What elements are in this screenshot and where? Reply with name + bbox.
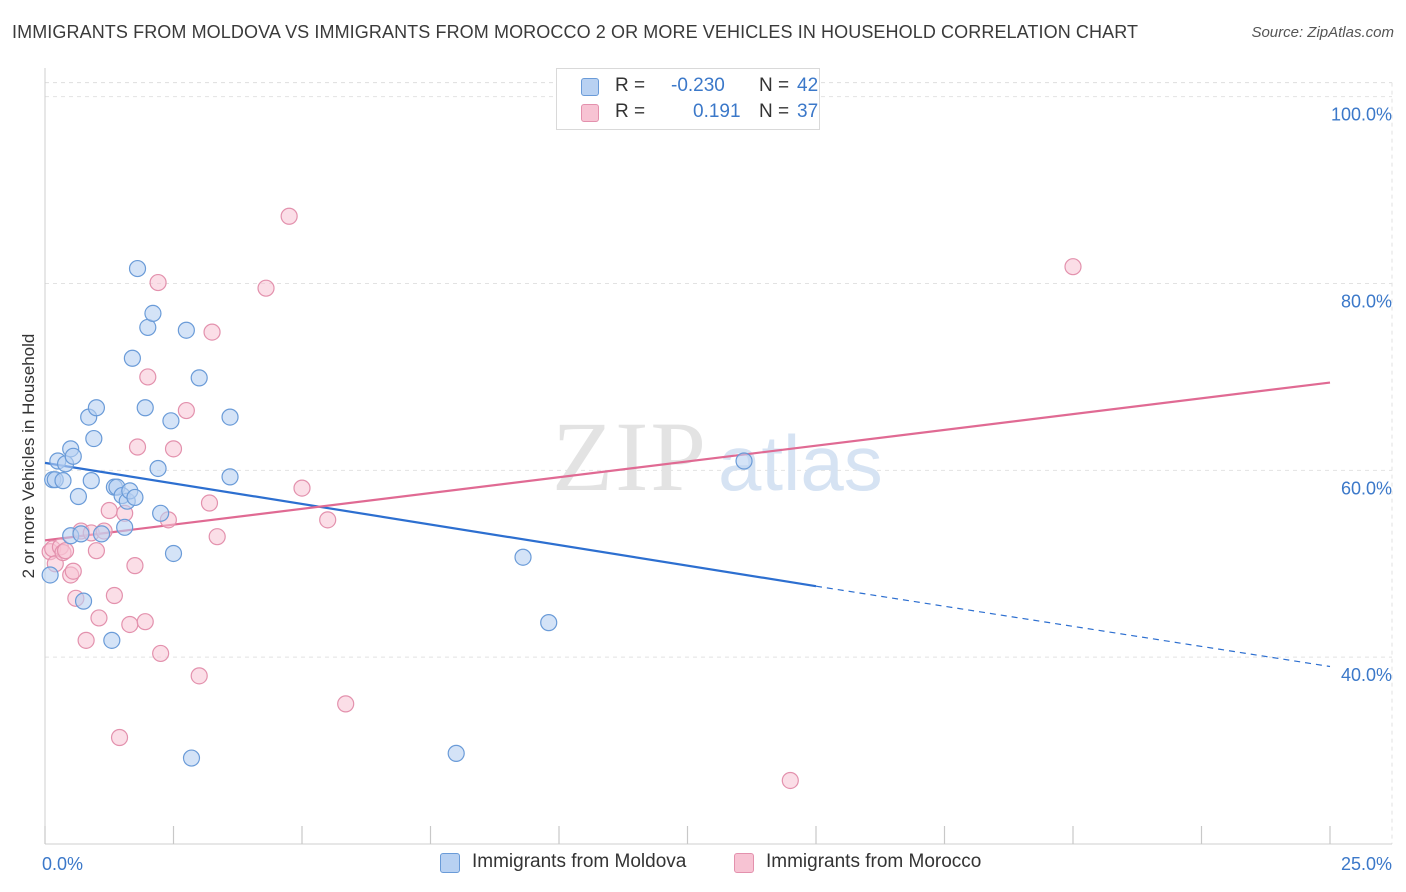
y-tick-label: 100.0% [1331, 105, 1392, 125]
morocco-point [1064, 258, 1082, 276]
moldova-point [128, 259, 147, 278]
y-tick-label: 40.0% [1341, 665, 1392, 685]
moldova-trend-line [44, 461, 817, 588]
moldova-point [92, 525, 111, 543]
moldova-point [136, 399, 154, 417]
y-axis-label: 2 or more Vehicles in Household [19, 334, 38, 579]
morocco-point [90, 609, 108, 627]
morocco-point [105, 586, 123, 605]
axes [44, 68, 1392, 845]
legend-n-label: N = [759, 101, 790, 122]
morocco-point [319, 511, 337, 529]
moldova-points [41, 259, 753, 767]
x-tick-label: 0.0% [42, 854, 83, 874]
morocco-swatch [734, 853, 754, 873]
morocco-points [41, 207, 1082, 790]
morocco-point [139, 368, 157, 386]
moldova-point [162, 412, 180, 430]
morocco-point [77, 631, 95, 649]
y-tick-label: 60.0% [1341, 478, 1392, 498]
legend-r-value: -0.230 [671, 75, 725, 96]
morocco-point [121, 615, 139, 634]
moldova-point [447, 744, 465, 762]
moldova-point [514, 548, 532, 566]
morocco-point [56, 542, 75, 560]
morocco-swatch [581, 104, 599, 122]
moldova-point [69, 487, 88, 506]
morocco-point [203, 323, 221, 341]
moldova-point [149, 459, 167, 478]
moldova-point [152, 504, 170, 522]
morocco-point [280, 207, 298, 225]
moldova-point [177, 321, 195, 339]
morocco-point [149, 273, 167, 292]
moldova-point [182, 749, 201, 767]
legend-label-morocco: Immigrants from Morocco [766, 851, 982, 872]
moldova-point [735, 452, 753, 470]
x-tick-label: 25.0% [1341, 854, 1392, 874]
morocco-point [87, 542, 106, 560]
watermark: ZIP atlas [552, 401, 883, 512]
x-tick-labels: 0.0% 25.0% [42, 854, 1392, 874]
morocco-point [293, 479, 311, 497]
legend-r-label: R = [615, 101, 646, 122]
moldova-point [123, 349, 141, 367]
moldova-swatch [581, 78, 599, 96]
source-credit: Source: ZipAtlas.com [1251, 24, 1394, 41]
legend-label-moldova: Immigrants from Moldova [472, 851, 687, 872]
moldova-point [103, 631, 121, 649]
chart-title: IMMIGRANTS FROM MOLDOVA VS IMMIGRANTS FR… [12, 22, 1139, 42]
moldova-point [72, 525, 90, 543]
moldova-point [85, 429, 103, 448]
morocco-point [337, 695, 355, 713]
moldova-point [54, 472, 72, 490]
morocco-point [257, 279, 275, 297]
moldova-point [87, 399, 106, 417]
morocco-point [190, 667, 208, 685]
legend-n-label: N = [759, 75, 790, 96]
moldova-point [82, 472, 100, 490]
watermark-zip: ZIP [552, 401, 708, 512]
trend-lines [44, 381, 1331, 668]
morocco-point [110, 728, 129, 747]
moldova-point [64, 447, 82, 465]
morocco-trend-line [44, 381, 1331, 542]
morocco-point [136, 613, 154, 631]
morocco-point [100, 501, 118, 520]
moldova-point [221, 468, 239, 486]
moldova-point [190, 369, 208, 387]
legend-n-value: 37 [797, 101, 819, 122]
moldova-point [221, 408, 239, 426]
moldova-point [126, 488, 144, 507]
morocco-point [781, 771, 799, 790]
legend-n-value: 42 [797, 75, 819, 96]
morocco-point [200, 494, 219, 512]
legend-r-label: R = [615, 75, 646, 96]
moldova-trend-extension [815, 585, 1331, 668]
correlation-legend: R = -0.230 N = 42 R = 0.191 N = 37 [556, 68, 820, 130]
legend-r-value: 0.191 [693, 101, 741, 122]
morocco-point [164, 440, 183, 458]
morocco-point [208, 528, 226, 546]
moldova-point [144, 304, 162, 323]
moldova-swatch [440, 853, 460, 873]
moldova-point [74, 592, 93, 610]
morocco-point [177, 401, 195, 420]
moldova-point [540, 614, 558, 632]
moldova-point [41, 566, 59, 584]
moldova-point [164, 544, 183, 563]
y-tick-labels: 40.0% 60.0% 80.0% 100.0% [1331, 105, 1392, 685]
morocco-point [64, 562, 82, 580]
y-tick-label: 80.0% [1341, 292, 1392, 312]
morocco-point [152, 644, 170, 663]
morocco-point [126, 557, 144, 575]
moldova-point [116, 518, 134, 536]
morocco-point [128, 438, 147, 456]
